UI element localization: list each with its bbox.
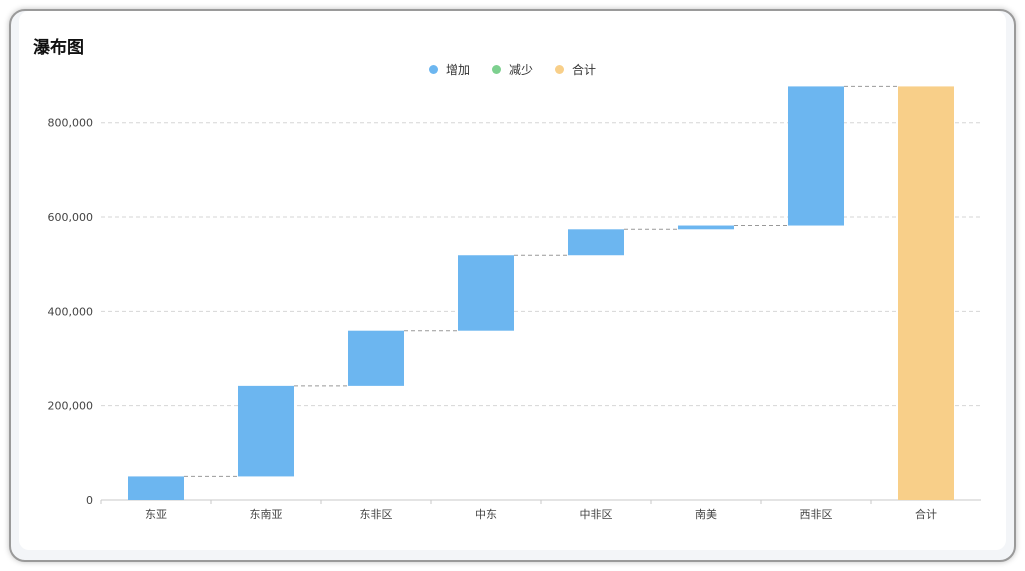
window-frame: 瀑布图 增加 减少 合计 0 200,000 400,000 600,000 800,0… xyxy=(9,9,1016,562)
legend-item-decrease[interactable]: 减少 xyxy=(491,61,533,78)
y-tick-label: 600,000 xyxy=(48,211,94,224)
bar-increase[interactable] xyxy=(238,385,294,477)
x-tick-label: 合计 xyxy=(915,507,937,521)
legend-label-increase: 增加 xyxy=(445,63,470,77)
x-tick-label: 中非区 xyxy=(580,508,613,521)
chart-card: 瀑布图 增加 减少 合计 0 200,000 400,000 600,000 800,0… xyxy=(19,11,1006,550)
bar-increase[interactable] xyxy=(348,330,404,386)
bar-total[interactable] xyxy=(898,86,954,501)
x-tick-label: 东亚 xyxy=(145,508,167,521)
y-tick-label: 0 xyxy=(86,494,93,507)
bar-increase[interactable] xyxy=(568,229,624,256)
bar-increase[interactable] xyxy=(678,225,734,230)
bar-increase[interactable] xyxy=(128,476,184,500)
y-tick-label: 400,000 xyxy=(48,305,94,318)
legend-dot-total xyxy=(555,65,564,74)
legend-item-total[interactable]: 合计 xyxy=(555,61,596,78)
bar-increase[interactable] xyxy=(788,86,844,226)
x-tick-label: 东非区 xyxy=(360,508,393,521)
x-tick-label: 西非区 xyxy=(800,508,833,521)
x-tick-label: 东南亚 xyxy=(250,508,283,521)
waterfall-chart: 0 200,000 400,000 600,000 800,000 东亚 东南亚 东非区 中东 中… xyxy=(48,85,981,521)
legend-dot-decrease xyxy=(491,65,501,74)
x-tick-label: 中东 xyxy=(475,508,497,521)
legend-label-total: 合计 xyxy=(572,63,597,77)
y-tick-label: 200,000 xyxy=(48,400,94,413)
legend-dot-increase xyxy=(428,65,438,74)
legend: 增加 减少 合计 xyxy=(19,61,1006,78)
legend-item-increase[interactable]: 增加 xyxy=(428,61,470,78)
x-tick-label: 南美 xyxy=(695,508,717,521)
legend-label-decrease: 减少 xyxy=(508,63,533,77)
y-tick-label: 800,000 xyxy=(48,117,94,130)
chart-title: 瀑布图 xyxy=(33,38,84,58)
bar-increase[interactable] xyxy=(458,255,514,331)
